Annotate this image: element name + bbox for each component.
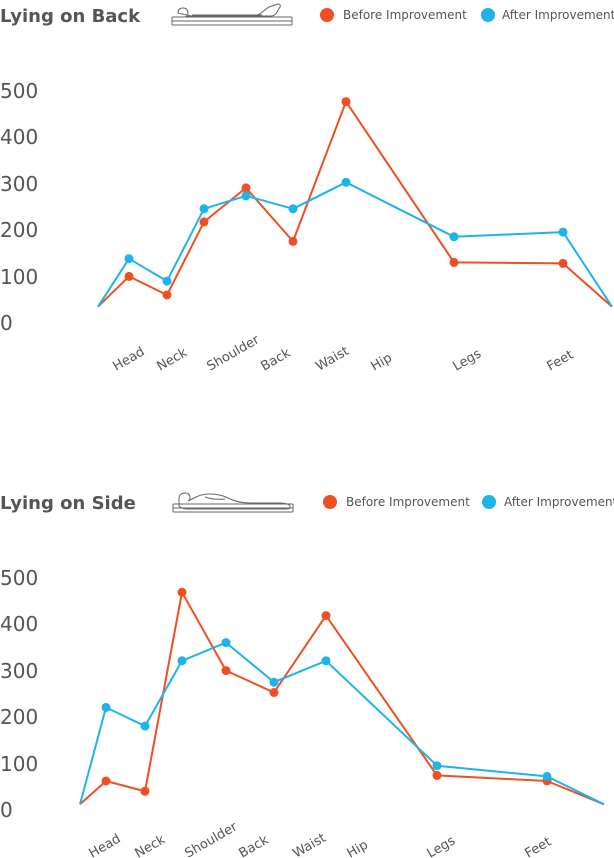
legend-marker-after [482, 495, 496, 509]
x-tick-label: Head [87, 831, 124, 858]
data-point-after [321, 656, 331, 666]
legend-label-before: Before Improvement [346, 495, 470, 509]
data-point-after [449, 232, 459, 242]
data-point-after [241, 191, 251, 201]
data-point-before [321, 611, 331, 621]
x-tick-label: Waist [314, 344, 352, 375]
data-point-after [162, 276, 172, 286]
data-point-before [124, 271, 134, 281]
x-axis: Head Neck Shoulder Back Waist Hip Legs F… [87, 819, 555, 858]
legend-label-before: Before Improvement [343, 8, 467, 22]
x-tick-label: Neck [133, 832, 169, 858]
series-line-before [79, 591, 605, 806]
y-tick-label: 200 [0, 218, 38, 242]
person-lying-on-side-icon [172, 492, 294, 513]
x-tick-label: Back [237, 832, 272, 858]
data-point-before [449, 257, 459, 267]
legend-label-after: After Improvement [504, 495, 614, 509]
legend-label-after: After Improvement [502, 8, 614, 22]
x-tick-label: Legs [425, 833, 459, 858]
data-point-before [269, 688, 279, 697]
x-tick-label: Feet [523, 835, 555, 858]
panel-lying-on-back: Lying on Back Before Improvement After I… [0, 3, 614, 374]
legend: Before Improvement After Improvement [323, 495, 614, 509]
data-point-after [269, 677, 279, 687]
legend-marker-after [481, 8, 495, 22]
data-point-after [432, 761, 442, 771]
data-point-after [221, 638, 231, 648]
x-axis: Head Neck Shoulder Back Waist Hip Legs F… [111, 332, 577, 374]
legend: Before Improvement After Improvement [320, 8, 614, 22]
plot-area [79, 587, 605, 806]
data-point-before [432, 770, 442, 780]
y-tick-label: 100 [0, 265, 38, 289]
x-tick-label: Hip [369, 351, 395, 375]
x-tick-label: Shoulder [205, 332, 263, 374]
data-point-after [542, 771, 552, 781]
data-point-before [221, 666, 231, 676]
data-point-before [241, 183, 251, 193]
y-tick-label: 500 [0, 79, 38, 103]
chart-title: Lying on Side [0, 493, 136, 514]
data-point-before [101, 776, 111, 786]
data-point-before [140, 786, 150, 796]
y-tick-label: 500 [0, 566, 38, 590]
series-line-after [97, 181, 613, 308]
data-point-after [199, 204, 209, 214]
y-tick-label: 400 [0, 125, 38, 149]
y-tick-label: 100 [0, 752, 38, 776]
data-point-before [177, 587, 187, 597]
data-point-after [140, 721, 150, 731]
data-point-before [341, 97, 351, 107]
y-axis: 500 400 300 200 100 0 [0, 79, 38, 335]
y-tick-label: 400 [0, 612, 38, 636]
y-axis: 500 400 300 200 100 0 [0, 566, 38, 822]
series-line-before [97, 100, 613, 308]
plot-area [97, 97, 613, 308]
x-tick-label: Back [259, 345, 294, 374]
data-point-after [177, 656, 187, 666]
x-tick-label: Legs [451, 346, 485, 374]
person-lying-on-back-icon [171, 3, 293, 26]
data-point-before [288, 236, 298, 246]
x-tick-label: Neck [155, 345, 191, 374]
data-point-after [341, 177, 351, 187]
y-tick-label: 300 [0, 172, 38, 196]
y-tick-label: 300 [0, 659, 38, 683]
data-point-before [199, 217, 209, 227]
y-tick-label: 0 [0, 798, 13, 822]
x-tick-label: Waist [291, 831, 329, 858]
data-point-after [101, 702, 111, 712]
data-point-after [558, 227, 568, 237]
x-tick-label: Shoulder [183, 819, 241, 858]
panel-lying-on-side: Lying on Side Before Improvement After I… [0, 492, 614, 858]
x-tick-label: Feet [545, 348, 577, 375]
legend-marker-before [320, 8, 334, 22]
data-point-before [558, 258, 568, 268]
data-point-after [288, 204, 298, 214]
y-tick-label: 0 [0, 311, 13, 335]
legend-marker-before [323, 495, 337, 509]
data-point-after [124, 254, 134, 264]
data-point-before [162, 290, 172, 300]
y-tick-label: 200 [0, 705, 38, 729]
series-line-after [79, 641, 605, 806]
chart-title: Lying on Back [0, 6, 141, 27]
x-tick-label: Head [111, 344, 148, 374]
x-tick-label: Hip [345, 838, 371, 858]
